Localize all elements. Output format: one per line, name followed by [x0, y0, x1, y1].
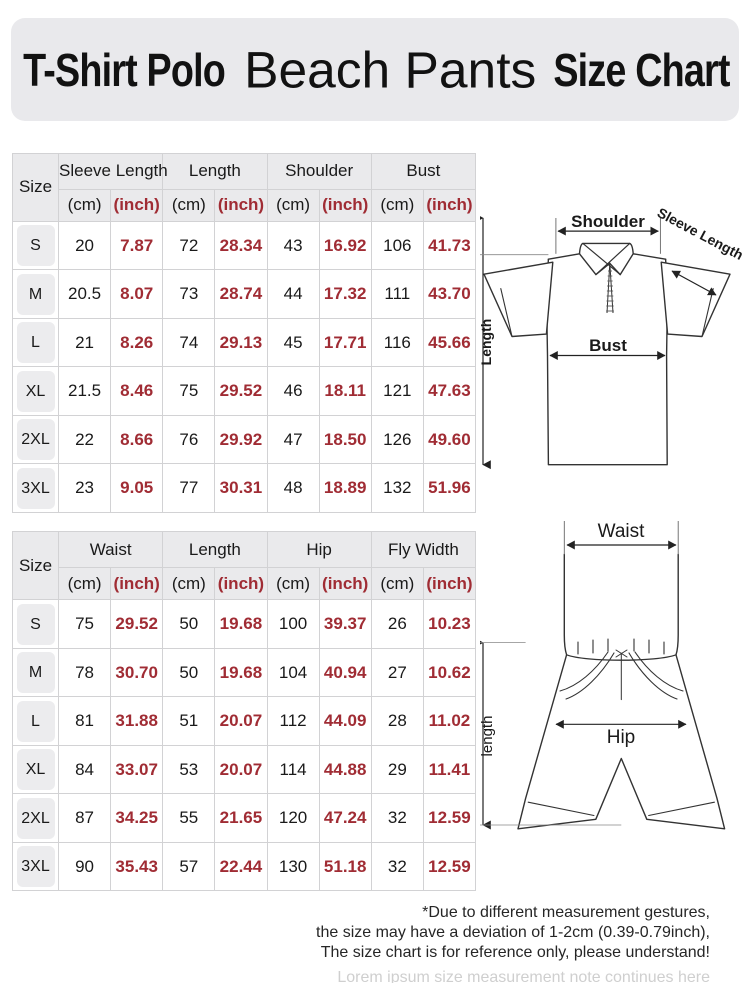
svg-text:Hip: Hip	[607, 727, 636, 748]
svg-text:Shoulder: Shoulder	[571, 212, 645, 231]
svg-text:Sleeve Length: Sleeve Length	[655, 204, 746, 263]
svg-text:Length: Length	[480, 318, 494, 365]
svg-text:Waist: Waist	[598, 521, 646, 542]
svg-text:Bust: Bust	[589, 336, 627, 355]
svg-text:length: length	[480, 716, 496, 757]
